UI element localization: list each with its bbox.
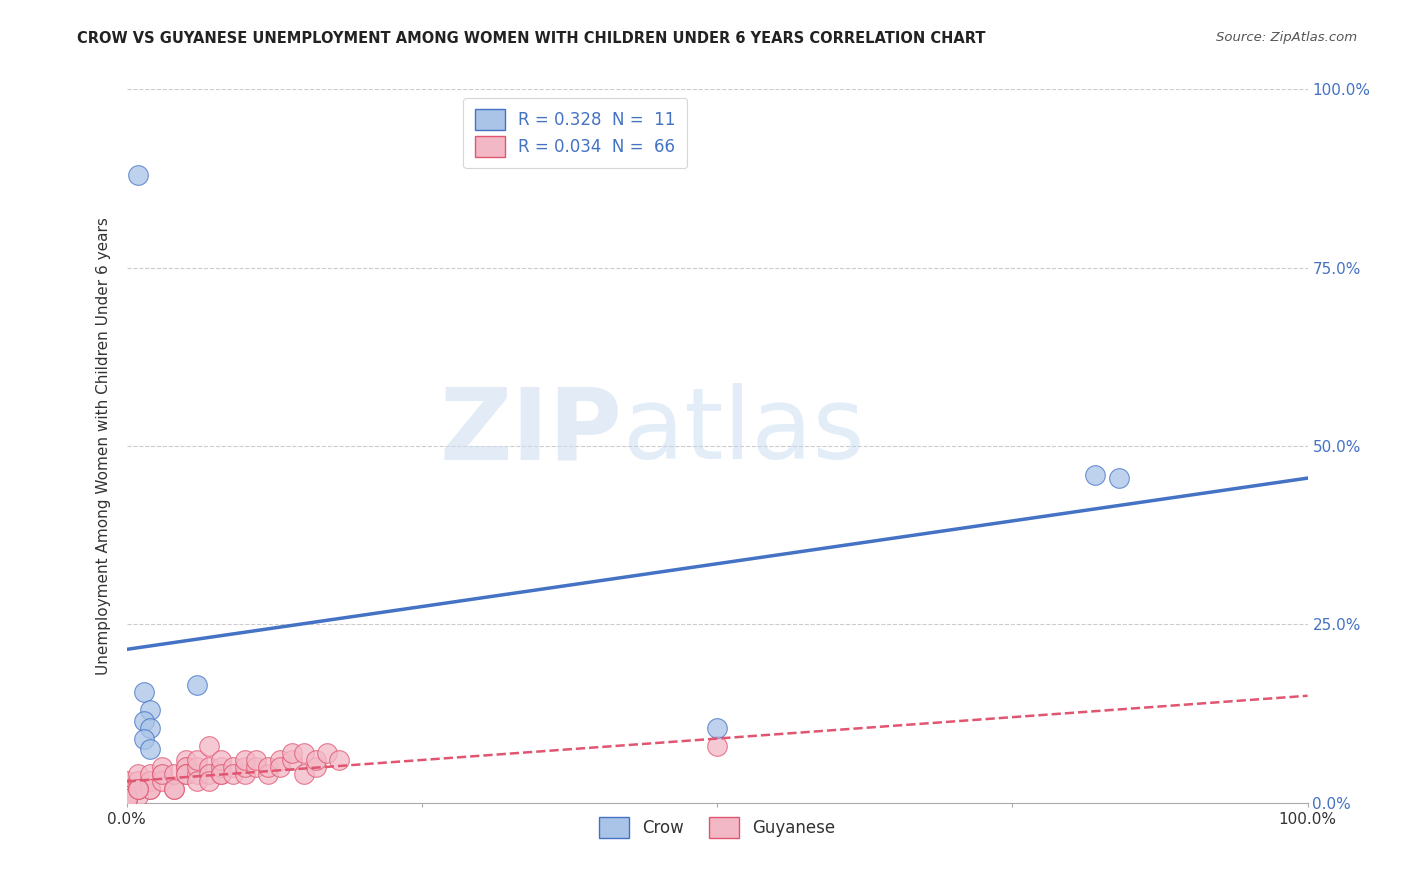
- Point: [174, 767, 197, 781]
- Point: [304, 760, 326, 774]
- Point: [245, 753, 267, 767]
- Point: [163, 767, 186, 781]
- Point: [115, 781, 138, 796]
- Point: [127, 789, 149, 803]
- Point: [1108, 471, 1130, 485]
- Point: [115, 774, 138, 789]
- Point: [163, 781, 186, 796]
- Point: [115, 781, 138, 796]
- Point: [150, 767, 173, 781]
- Point: [127, 781, 149, 796]
- Point: [139, 742, 162, 756]
- Point: [127, 767, 149, 781]
- Point: [139, 774, 162, 789]
- Point: [257, 767, 280, 781]
- Point: [163, 781, 186, 796]
- Point: [186, 678, 208, 692]
- Point: [269, 760, 291, 774]
- Point: [174, 760, 197, 774]
- Point: [316, 746, 339, 760]
- Point: [198, 767, 221, 781]
- Point: [127, 774, 149, 789]
- Point: [222, 760, 245, 774]
- Point: [139, 767, 162, 781]
- Point: [139, 721, 162, 735]
- Point: [115, 789, 138, 803]
- Point: [134, 714, 156, 728]
- Point: [198, 774, 221, 789]
- Point: [134, 685, 156, 699]
- Point: [269, 753, 291, 767]
- Point: [150, 774, 173, 789]
- Point: [127, 781, 149, 796]
- Point: [174, 753, 197, 767]
- Point: [139, 774, 162, 789]
- Point: [139, 781, 162, 796]
- Point: [127, 781, 149, 796]
- Point: [139, 703, 162, 717]
- Point: [209, 767, 232, 781]
- Text: CROW VS GUYANESE UNEMPLOYMENT AMONG WOMEN WITH CHILDREN UNDER 6 YEARS CORRELATIO: CROW VS GUYANESE UNEMPLOYMENT AMONG WOME…: [77, 31, 986, 46]
- Point: [139, 781, 162, 796]
- Legend: Crow, Guyanese: Crow, Guyanese: [592, 811, 842, 845]
- Point: [186, 767, 208, 781]
- Point: [222, 767, 245, 781]
- Point: [257, 760, 280, 774]
- Point: [245, 760, 267, 774]
- Point: [706, 721, 728, 735]
- Point: [1084, 467, 1107, 482]
- Point: [209, 753, 232, 767]
- Point: [292, 767, 315, 781]
- Point: [281, 753, 304, 767]
- Text: Source: ZipAtlas.com: Source: ZipAtlas.com: [1216, 31, 1357, 45]
- Text: atlas: atlas: [623, 384, 865, 480]
- Point: [115, 792, 138, 806]
- Point: [186, 760, 208, 774]
- Point: [233, 753, 256, 767]
- Point: [304, 753, 326, 767]
- Point: [174, 767, 197, 781]
- Point: [706, 739, 728, 753]
- Text: ZIP: ZIP: [440, 384, 623, 480]
- Point: [127, 774, 149, 789]
- Point: [186, 774, 208, 789]
- Point: [281, 746, 304, 760]
- Point: [115, 792, 138, 806]
- Point: [292, 746, 315, 760]
- Point: [127, 168, 149, 182]
- Point: [186, 753, 208, 767]
- Point: [150, 760, 173, 774]
- Point: [115, 792, 138, 806]
- Point: [174, 760, 197, 774]
- Point: [328, 753, 350, 767]
- Point: [115, 789, 138, 803]
- Point: [134, 731, 156, 746]
- Point: [209, 767, 232, 781]
- Point: [209, 760, 232, 774]
- Point: [115, 789, 138, 803]
- Point: [198, 760, 221, 774]
- Y-axis label: Unemployment Among Women with Children Under 6 years: Unemployment Among Women with Children U…: [96, 217, 111, 675]
- Point: [150, 767, 173, 781]
- Point: [233, 767, 256, 781]
- Point: [198, 739, 221, 753]
- Point: [127, 781, 149, 796]
- Point: [233, 760, 256, 774]
